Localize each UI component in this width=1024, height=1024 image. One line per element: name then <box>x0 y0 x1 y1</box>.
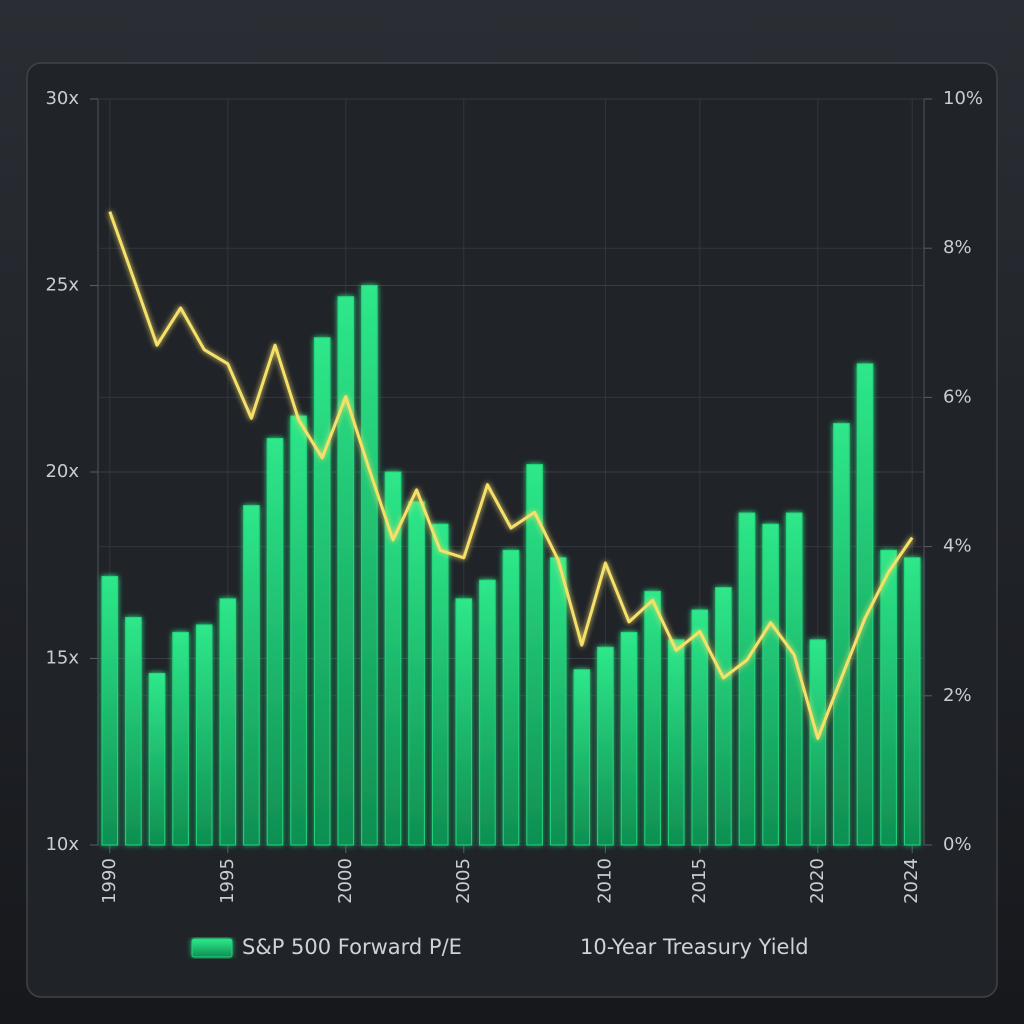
bar <box>880 549 897 846</box>
bar <box>219 598 237 846</box>
bar <box>148 672 166 846</box>
bar <box>502 549 520 846</box>
y-tick-label: 10x <box>45 834 79 855</box>
x-tick-label: 2024 <box>901 858 922 904</box>
bar <box>337 296 355 846</box>
y2-tick-label: 2% <box>943 685 972 706</box>
legend-label: S&P 500 Forward P/E <box>242 935 462 959</box>
bar <box>313 337 331 846</box>
bar <box>762 523 779 846</box>
y2-tick-label: 8% <box>943 237 972 258</box>
bar <box>266 437 284 846</box>
x-tick-label: 2020 <box>807 858 828 904</box>
bar <box>384 471 402 846</box>
bar <box>290 415 307 846</box>
bar <box>573 669 591 846</box>
line <box>108 211 914 740</box>
y2-tick-label: 6% <box>943 386 972 407</box>
bar <box>644 590 661 846</box>
bar <box>243 505 260 846</box>
y-tick-label: 15x <box>45 648 79 669</box>
x-tick-label: 2010 <box>594 858 615 904</box>
x-tick-label: 1990 <box>99 858 120 904</box>
bar <box>125 616 142 846</box>
x-tick-label: 1995 <box>217 858 238 904</box>
y-tick-label: 30x <box>45 88 79 109</box>
bar <box>620 631 638 846</box>
y-tick-label: 25x <box>45 275 79 296</box>
x-tick-label: 2005 <box>453 858 474 904</box>
bar <box>455 598 473 846</box>
y2-tick-label: 4% <box>943 536 972 557</box>
bar <box>691 609 709 846</box>
bar <box>809 639 827 846</box>
bar <box>597 646 614 846</box>
bar <box>549 557 567 846</box>
bar <box>715 587 732 846</box>
x-tick-label: 2015 <box>689 858 710 904</box>
bar <box>195 624 213 846</box>
y2-tick-label: 0% <box>943 834 972 855</box>
bar <box>526 464 543 846</box>
bar <box>903 557 921 846</box>
y-tick-label: 20x <box>45 461 79 482</box>
bar <box>667 639 685 846</box>
x-tick-label: 2000 <box>335 858 356 904</box>
legend-swatch <box>191 938 233 958</box>
bar <box>431 523 449 846</box>
bar <box>172 631 189 846</box>
bar <box>101 575 119 846</box>
y2-tick-label: 10% <box>943 88 983 109</box>
panel <box>26 62 998 998</box>
bar <box>361 285 378 846</box>
bar <box>738 512 756 846</box>
bar <box>833 423 850 846</box>
legend-label: 10-Year Treasury Yield <box>580 935 809 959</box>
bar <box>408 501 425 846</box>
bar <box>479 579 496 846</box>
